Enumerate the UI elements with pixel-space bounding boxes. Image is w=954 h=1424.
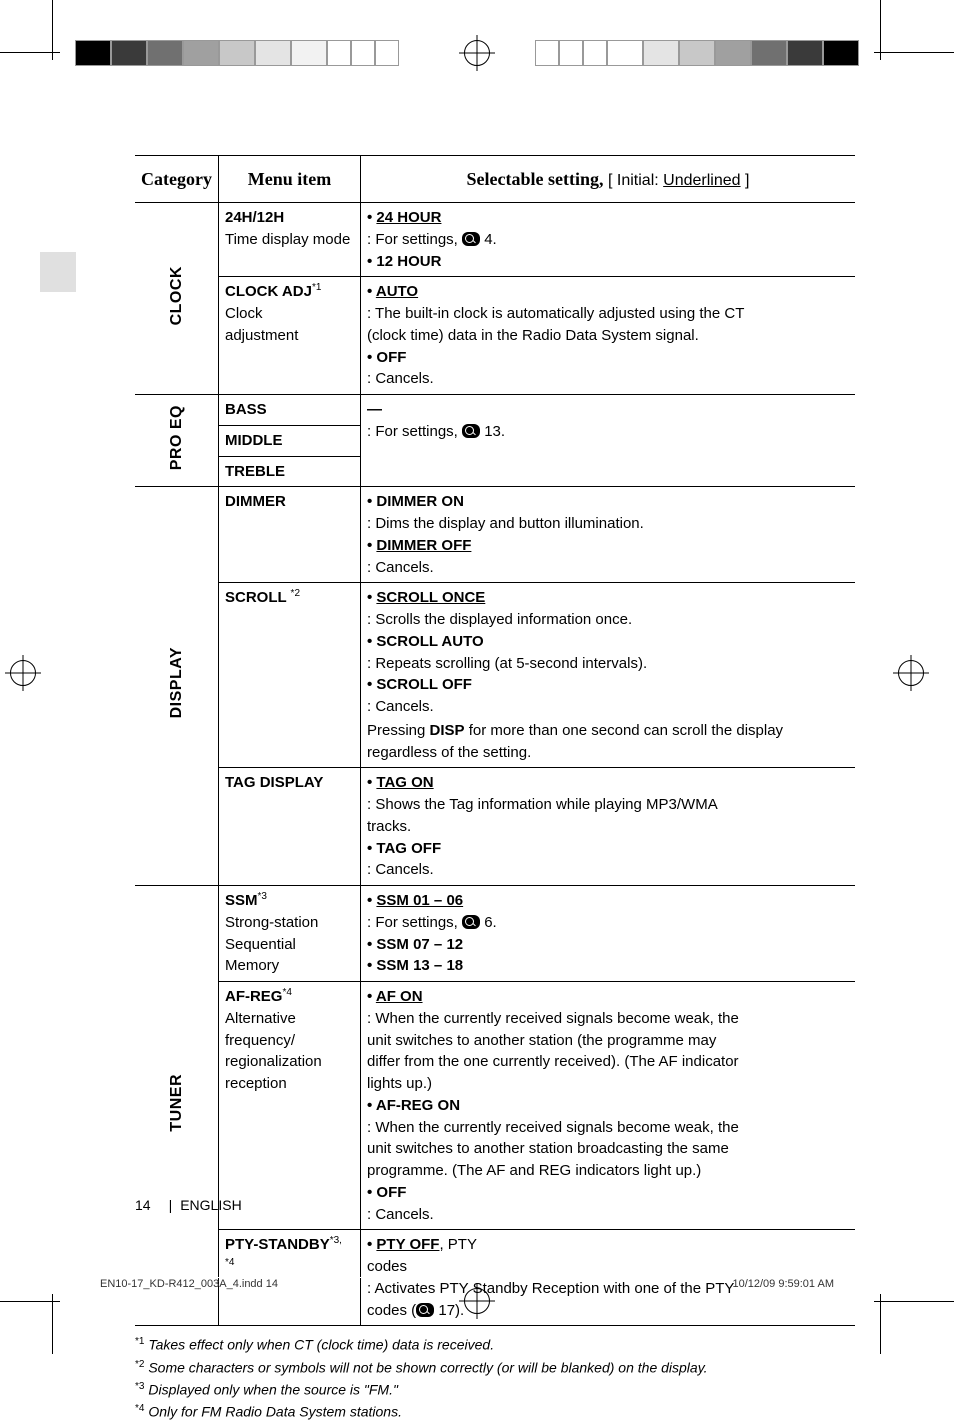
footnotes: *1 Takes effect only when CT (clock time…	[135, 1334, 855, 1423]
reference-icon	[462, 915, 480, 929]
col-category: Category	[135, 156, 218, 203]
menu-item: TREBLE	[218, 456, 360, 487]
table-row: DISPLAY DIMMER • DIMMER ON: Dims the dis…	[135, 487, 855, 583]
col-setting-note: [ Initial: Underlined ]	[608, 172, 749, 189]
table-row: PRO EQ BASS —: For settings, 13.	[135, 395, 855, 426]
col-item: Menu item	[218, 156, 360, 203]
crop-mark	[880, 1294, 881, 1354]
page-number: 14|ENGLISH	[135, 1197, 242, 1213]
print-metadata: EN10-17_KD-R412_003A_4.indd 14 10/12/09 …	[100, 1277, 834, 1290]
table-row: TAG DISPLAY • TAG ON: Shows the Tag info…	[135, 768, 855, 886]
col-setting-label: Selectable setting,	[467, 169, 608, 189]
page-tab	[40, 252, 76, 292]
menu-item: MIDDLE	[218, 425, 360, 456]
crop-mark	[874, 52, 954, 53]
menu-item: BASS	[218, 395, 360, 426]
menu-item: DIMMER	[218, 487, 360, 583]
print-file: EN10-17_KD-R412_003A_4.indd 14	[100, 1278, 278, 1290]
setting-cell: • SSM 01 – 06: For settings, 6. • SSM 07…	[360, 886, 855, 982]
setting-cell: • 24 HOUR: For settings, 4. • 12 HOUR	[360, 203, 855, 277]
menu-item: AF-REG*4 Alternative frequency/ regional…	[218, 982, 360, 1230]
crop-mark	[52, 1294, 53, 1354]
crop-mark	[880, 0, 881, 60]
crop-mark	[52, 0, 53, 60]
registration-target-icon	[464, 40, 490, 66]
page-content: Category Menu item Selectable setting, […	[135, 155, 855, 1424]
category-proeq: PRO EQ	[135, 395, 218, 487]
menu-item: 24H/12H Time display mode	[218, 203, 360, 277]
setting-cell: • AUTO: The built-in clock is automatica…	[360, 277, 855, 395]
category-display: DISPLAY	[135, 487, 218, 886]
crop-mark	[0, 52, 60, 53]
setting-cell: • TAG ON: Shows the Tag information whil…	[360, 768, 855, 886]
category-clock: CLOCK	[135, 203, 218, 395]
category-tuner: TUNER	[135, 886, 218, 1326]
registration-target-icon	[10, 660, 36, 686]
table-header-row: Category Menu item Selectable setting, […	[135, 156, 855, 203]
crop-mark	[874, 1301, 954, 1302]
setting-cell: —: For settings, 13.	[360, 395, 855, 487]
reference-icon	[462, 232, 480, 246]
setting-cell: • DIMMER ON: Dims the display and button…	[360, 487, 855, 583]
setting-cell: • AF ON: When the currently received sig…	[360, 982, 855, 1230]
color-bar	[75, 40, 399, 66]
print-timestamp: 10/12/09 9:59:01 AM	[732, 1278, 834, 1290]
color-bar	[535, 40, 859, 66]
table-row: CLOCK ADJ*1 Clockadjustment • AUTO: The …	[135, 277, 855, 395]
reference-icon	[416, 1303, 434, 1317]
col-setting: Selectable setting, [ Initial: Underline…	[360, 156, 855, 203]
table-row: AF-REG*4 Alternative frequency/ regional…	[135, 982, 855, 1230]
table-row: CLOCK 24H/12H Time display mode • 24 HOU…	[135, 203, 855, 277]
table-row: TUNER SSM*3 Strong-station Sequential Me…	[135, 886, 855, 982]
menu-item: CLOCK ADJ*1 Clockadjustment	[218, 277, 360, 395]
table-row: SCROLL *2 • SCROLL ONCE: Scrolls the dis…	[135, 583, 855, 768]
registration-target-icon	[898, 660, 924, 686]
menu-table: Category Menu item Selectable setting, […	[135, 155, 855, 1326]
reference-icon	[462, 424, 480, 438]
setting-cell: • SCROLL ONCE: Scrolls the displayed inf…	[360, 583, 855, 768]
menu-item: SSM*3 Strong-station Sequential Memory	[218, 886, 360, 982]
crop-mark	[0, 1301, 60, 1302]
menu-item: SCROLL *2	[218, 583, 360, 768]
menu-item: TAG DISPLAY	[218, 768, 360, 886]
